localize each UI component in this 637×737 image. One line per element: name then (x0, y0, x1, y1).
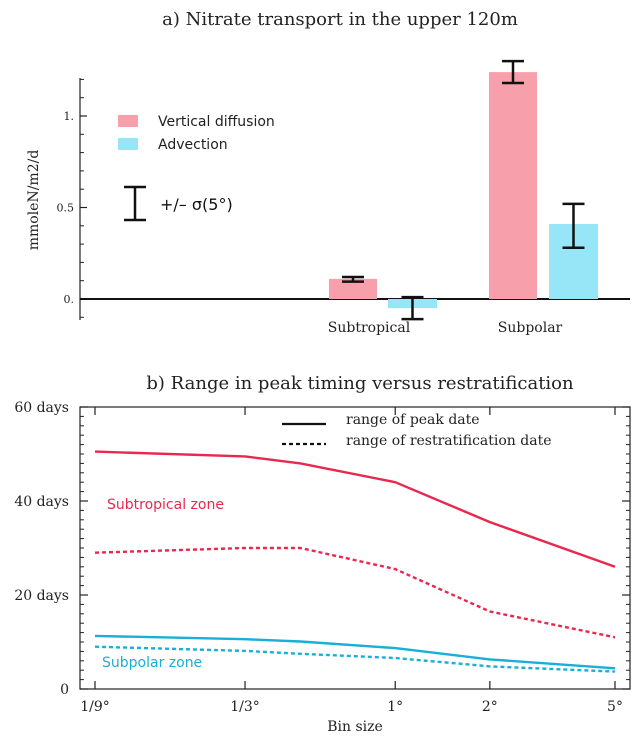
chart-b-legend: range of peak date range of restratifica… (282, 412, 552, 449)
error-bar-subpolar-vertical-diffusion (502, 59, 524, 85)
chart-b-y-ticks: 0 20 days 40 days 60 days (14, 400, 630, 698)
y-tick-label: 40 days (14, 494, 69, 510)
x-tick-label: 5° (607, 699, 623, 715)
chart-a-errorbar-legend: +/– σ(5°) (124, 185, 233, 222)
error-bar-subtropical-advection (401, 295, 424, 321)
chart-b-title: b) Range in peak timing versus restratif… (146, 373, 574, 394)
legend-label-restratification-date: range of restratification date (346, 433, 552, 449)
y-tick-label: 0. (64, 293, 75, 306)
chart-a-category-labels: Subtropical Subpolar (328, 320, 563, 336)
chart-a-title: a) Nitrate transport in the upper 120m (162, 9, 518, 30)
error-bar-subtropical-vertical-diffusion (342, 275, 364, 283)
x-tick-label: 1° (387, 699, 403, 715)
chart-a-legend: Vertical diffusion Advection (118, 114, 275, 153)
category-label-subtropical: Subtropical (328, 320, 411, 336)
y-tick-label: 0 (60, 682, 69, 698)
category-label-subpolar: Subpolar (498, 320, 563, 336)
chart-a-error-bars (342, 59, 585, 321)
bar-subtropical-vertical-diffusion (329, 278, 377, 299)
bar-subpolar-vertical-diffusion (489, 72, 537, 299)
chart-b-series (94, 450, 616, 673)
y-tick-label: 60 days (14, 400, 69, 416)
legend-label-peak-date: range of peak date (346, 412, 480, 428)
chart-b-minor-ticks (80, 415, 630, 681)
x-tick-label: 1/3° (230, 699, 260, 715)
panel-a: a) Nitrate transport in the upper 120m m… (26, 9, 630, 336)
series-line-subpolar-peak (94, 634, 616, 670)
y-tick-label: 1. (64, 110, 75, 123)
chart-a-y-ticks: 0. 0.5 1. (57, 78, 87, 318)
chart-b-plot-frame (79, 406, 631, 690)
series-line-subtropical-restrat (94, 546, 616, 639)
y-tick-label: 20 days (14, 588, 69, 604)
chart-a-y-axis-label: mmoleN/m2/d (26, 150, 42, 251)
annotation-subtropical-zone: Subtropical zone (107, 497, 224, 513)
annotation-subpolar-zone: Subpolar zone (102, 655, 202, 671)
chart-b-x-axis-label: Bin size (327, 719, 383, 735)
legend-swatch-advection (118, 138, 138, 150)
chart-a-bars (329, 72, 598, 309)
series-line-subtropical-peak (94, 450, 616, 568)
x-tick-label: 2° (482, 699, 498, 715)
legend-label-advection: Advection (158, 137, 228, 153)
y-tick-label: 0.5 (57, 202, 75, 215)
legend-label-vertical-diffusion: Vertical diffusion (158, 114, 275, 130)
series-line-subpolar-restrat (94, 645, 616, 673)
chart-b-x-ticks: 1/9° 1/3° 1° 2° 5° (80, 407, 623, 715)
x-tick-label: 1/9° (80, 699, 110, 715)
legend-swatch-vertical-diffusion (118, 115, 138, 127)
errorbar-legend-label: +/– σ(5°) (160, 195, 233, 214)
panel-b: b) Range in peak timing versus restratif… (14, 373, 631, 735)
error-bar-subpolar-advection (562, 202, 585, 250)
